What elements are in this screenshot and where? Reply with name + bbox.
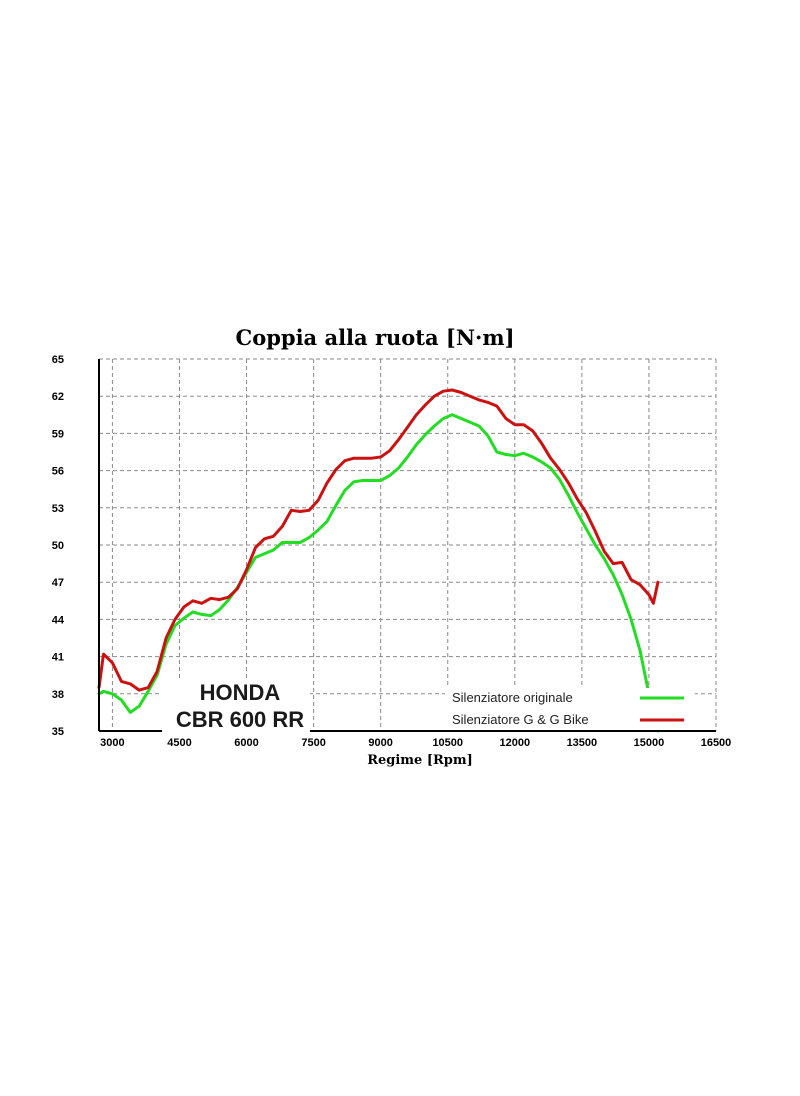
y-tick-label: 56 — [52, 466, 64, 478]
chart-title: Coppia alla ruota [N·m] — [235, 325, 514, 350]
x-tick-label: 6000 — [234, 737, 258, 749]
brand-label: HONDA — [200, 680, 281, 705]
x-tick-label: 4500 — [167, 737, 191, 749]
x-tick-label: 12000 — [500, 737, 531, 749]
model-label: CBR 600 RR — [176, 707, 304, 732]
x-tick-label: 3000 — [100, 737, 124, 749]
y-tick-labels: 65 62 59 56 53 50 47 44 41 38 35 — [52, 354, 65, 738]
x-axis-label: Regime [Rpm] — [367, 753, 473, 768]
y-tick-label: 47 — [52, 577, 64, 589]
series-lines — [97, 388, 660, 733]
annotation-background — [162, 678, 310, 732]
x-tick-labels: 3000 4500 6000 7500 9000 10500 12000 13500 15000… — [100, 737, 731, 749]
x-tick-label: 9000 — [368, 737, 392, 749]
y-tick-label: 35 — [52, 726, 64, 738]
legend-label-original: Silenziatore originale — [452, 690, 573, 705]
grid — [99, 358, 717, 731]
legend: Silenziatore originale Silenziatore G & … — [445, 688, 695, 730]
series-line-1 — [97, 388, 660, 692]
y-tick-label: 44 — [52, 614, 65, 626]
y-tick-label: 59 — [52, 428, 64, 440]
y-tick-label: 62 — [52, 391, 64, 403]
x-tick-label: 16500 — [701, 737, 732, 749]
x-tick-label: 15000 — [634, 737, 665, 749]
legend-label-gg-bike: Silenziatore G & G Bike — [452, 712, 589, 727]
x-tick-label: 7500 — [301, 737, 325, 749]
y-tick-label: 53 — [52, 503, 64, 515]
y-tick-label: 50 — [52, 540, 64, 552]
x-tick-label: 10500 — [432, 737, 463, 749]
series-line-0 — [97, 413, 660, 733]
x-tick-label: 13500 — [567, 737, 598, 749]
y-tick-label: 65 — [52, 354, 64, 366]
y-tick-label: 41 — [52, 652, 64, 664]
legend-background — [445, 688, 695, 730]
y-tick-label: 38 — [52, 689, 64, 701]
